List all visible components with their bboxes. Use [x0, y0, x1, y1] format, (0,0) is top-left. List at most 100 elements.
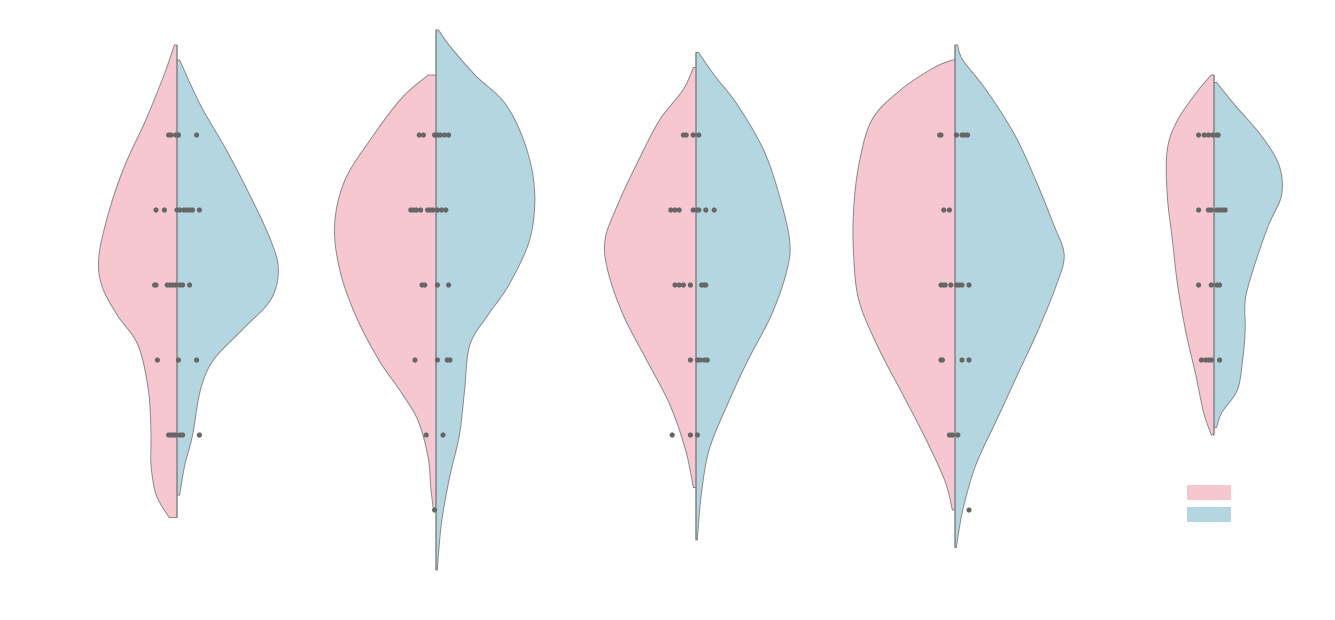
data-point-2-right-l3-1 [434, 357, 440, 363]
data-point-3-left-l4-2 [676, 282, 682, 288]
data-point-2-right-l2-1 [440, 432, 446, 438]
data-point-5-right-l4-2 [1217, 282, 1223, 288]
data-point-2-right-l5-3 [443, 207, 449, 213]
data-point-4-left-l4-4 [948, 282, 954, 288]
legend-swatch-left [1187, 485, 1231, 500]
data-point-3-left-l2-1 [669, 432, 675, 438]
violin-group-3 [603, 52, 791, 541]
data-point-3-left-l2-2 [687, 432, 694, 438]
data-point-1-left-l5-1 [153, 207, 159, 213]
data-point-3-left-l4-4 [687, 282, 694, 288]
data-point-3-left-l6-2 [683, 132, 689, 138]
data-point-2-left-l5-3 [413, 207, 419, 213]
data-point-5-left-l3-4 [1208, 357, 1214, 363]
data-point-3-right-l5-2 [696, 207, 702, 213]
legend-swatch-right [1187, 507, 1231, 522]
data-point-2-left-l6-2 [420, 132, 426, 138]
data-point-1-right-l5-6 [196, 207, 202, 213]
data-point-2-left-l6-1 [416, 132, 422, 138]
data-point-3-right-l6-1 [696, 132, 702, 138]
data-point-3-right-l2-1 [694, 432, 701, 438]
data-point-2-left-l4-2 [422, 282, 428, 288]
violin-3-right-half [695, 52, 791, 541]
data-point-4-right-l6-1 [953, 132, 960, 138]
violin-group-1 [97, 44, 279, 518]
data-point-5-left-l6-2 [1201, 132, 1207, 138]
legend [1187, 485, 1231, 522]
data-point-1-right-l4-3 [187, 282, 193, 288]
data-point-1-right-l5-1 [177, 207, 183, 213]
data-point-4-left-l5-1 [941, 207, 947, 213]
data-point-4-right-l3-2 [966, 357, 972, 363]
data-point-5-left-l4-1 [1196, 282, 1202, 288]
data-point-1-left-l2-4 [173, 432, 179, 438]
data-point-3-right-l5-3 [703, 207, 709, 213]
data-point-2-left-l2-1 [423, 432, 429, 438]
data-point-4-right-l2-1 [955, 432, 961, 438]
data-point-3-left-l5-1 [668, 207, 674, 213]
data-point-3-left-l6-3 [690, 132, 696, 138]
data-point-5-right-l5-4 [1222, 207, 1228, 213]
data-point-5-left-l6-1 [1196, 132, 1202, 138]
data-point-5-left-l6-4 [1210, 132, 1216, 138]
data-point-5-left-l3-1 [1198, 357, 1204, 363]
data-point-2-left-l1-1 [432, 507, 438, 513]
data-point-4-right-l4-4 [966, 282, 972, 288]
data-point-3-left-l3-1 [687, 357, 694, 363]
data-point-1-right-l6-2 [194, 132, 200, 138]
violin-3-left-half [603, 67, 697, 488]
data-point-3-right-l3-2 [697, 357, 703, 363]
data-point-1-right-l3-2 [194, 357, 200, 363]
data-point-3-right-l3-4 [704, 357, 710, 363]
data-point-1-right-l6-1 [175, 132, 181, 138]
data-point-5-left-l6-3 [1205, 132, 1211, 138]
data-point-5-right-l6-2 [1215, 132, 1221, 138]
data-point-2-left-l3-1 [412, 357, 418, 363]
violin-1-right-half [176, 59, 279, 496]
data-point-2-right-l6-4 [446, 132, 452, 138]
data-point-1-left-l6-2 [168, 132, 174, 138]
data-point-1-right-l3-1 [175, 357, 181, 363]
data-point-3-left-l4-1 [672, 282, 678, 288]
data-point-4-right-l3-1 [959, 357, 965, 363]
data-point-2-right-l5-2 [439, 207, 445, 213]
data-point-5-left-l5-1 [1196, 207, 1202, 213]
data-point-2-right-l3-3 [447, 357, 453, 363]
data-point-2-left-l5-7 [430, 207, 436, 213]
data-point-2-right-l6-2 [437, 132, 443, 138]
data-point-3-right-l5-4 [711, 207, 717, 213]
data-point-5-left-l5-3 [1208, 207, 1214, 213]
data-point-4-right-l1-1 [966, 507, 972, 513]
data-point-1-right-l2-3 [196, 432, 202, 438]
data-point-4-left-l6-2 [938, 132, 944, 138]
data-point-3-left-l5-2 [672, 207, 678, 213]
data-point-2-right-l4-1 [434, 282, 440, 288]
violin-2-right-half [435, 29, 536, 571]
data-point-5-right-l3-1 [1217, 357, 1223, 363]
data-point-3-left-l4-3 [680, 282, 687, 288]
data-point-1-right-l2-2 [180, 432, 186, 438]
violin-5-left-half [1165, 74, 1215, 436]
violin-4-left-half [852, 59, 956, 511]
data-point-3-right-l4-3 [703, 282, 709, 288]
data-point-4-left-l2-2 [949, 432, 955, 438]
data-point-4-left-l5-2 [946, 207, 953, 213]
violin-group-2 [333, 29, 536, 571]
data-point-2-right-l6-3 [441, 132, 447, 138]
data-point-1-right-l4-2 [180, 282, 186, 288]
data-point-2-right-l4-2 [446, 282, 452, 288]
data-point-2-left-l5-4 [418, 207, 424, 213]
data-point-1-right-l5-5 [189, 207, 195, 213]
violin-4-right-half [954, 44, 1065, 548]
data-point-4-right-l4-3 [959, 282, 965, 288]
data-point-3-left-l5-4 [690, 207, 696, 213]
violin-group-4 [852, 44, 1065, 548]
data-point-3-left-l5-3 [676, 207, 682, 213]
data-point-1-left-l5-2 [161, 207, 167, 213]
data-point-5-left-l4-2 [1208, 282, 1214, 288]
data-point-1-left-l4-6 [173, 282, 179, 288]
violin-1-left-half [97, 44, 178, 518]
violin-group-5 [1165, 74, 1283, 436]
